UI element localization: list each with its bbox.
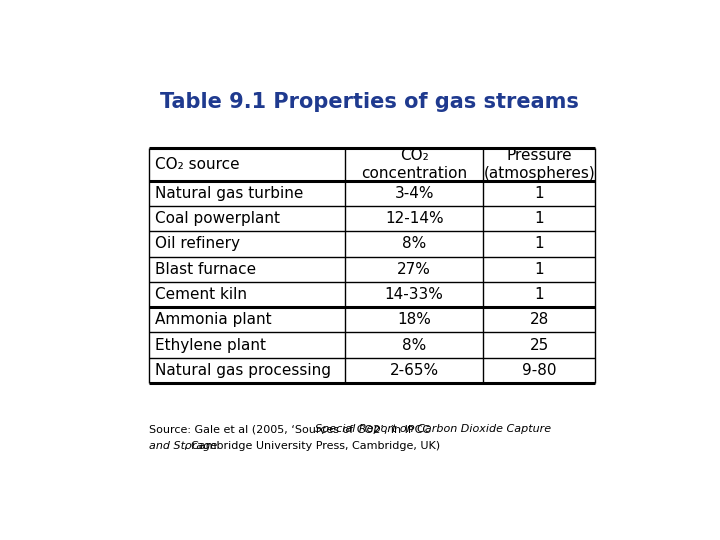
- Text: Coal powerplant: Coal powerplant: [156, 211, 280, 226]
- Text: 1: 1: [534, 262, 544, 276]
- Text: Table 9.1 Properties of gas streams: Table 9.1 Properties of gas streams: [160, 92, 578, 112]
- Text: Ammonia plant: Ammonia plant: [156, 312, 272, 327]
- Text: Natural gas processing: Natural gas processing: [156, 363, 331, 378]
- Text: Natural gas turbine: Natural gas turbine: [156, 186, 304, 201]
- Text: 12-14%: 12-14%: [385, 211, 444, 226]
- Text: 8%: 8%: [402, 237, 426, 252]
- Text: , Cambridge University Press, Cambridge, UK): , Cambridge University Press, Cambridge,…: [184, 441, 440, 451]
- Text: CO₂
concentration: CO₂ concentration: [361, 148, 467, 180]
- Text: 8%: 8%: [402, 338, 426, 353]
- Text: Cement kiln: Cement kiln: [156, 287, 247, 302]
- Text: 27%: 27%: [397, 262, 431, 276]
- Text: Source: Gale et al (2005, ‘Sources of CO2’, in IPCC: Source: Gale et al (2005, ‘Sources of CO…: [148, 424, 433, 435]
- Text: 25: 25: [530, 338, 549, 353]
- Text: 9-80: 9-80: [522, 363, 557, 378]
- Text: Special Report on Carbon Dioxide Capture: Special Report on Carbon Dioxide Capture: [315, 424, 552, 435]
- Text: Ethylene plant: Ethylene plant: [156, 338, 266, 353]
- Text: 28: 28: [530, 312, 549, 327]
- Text: Pressure
(atmospheres): Pressure (atmospheres): [483, 148, 595, 180]
- Text: and Storage: and Storage: [148, 441, 217, 451]
- Text: Oil refinery: Oil refinery: [156, 237, 240, 252]
- Text: Blast furnace: Blast furnace: [156, 262, 256, 276]
- Text: 1: 1: [534, 186, 544, 201]
- Text: CO₂ source: CO₂ source: [156, 157, 240, 172]
- Text: 2-65%: 2-65%: [390, 363, 438, 378]
- Text: 18%: 18%: [397, 312, 431, 327]
- Text: 1: 1: [534, 287, 544, 302]
- Text: 14-33%: 14-33%: [384, 287, 444, 302]
- Text: 1: 1: [534, 211, 544, 226]
- Text: 1: 1: [534, 237, 544, 252]
- Text: 3-4%: 3-4%: [395, 186, 434, 201]
